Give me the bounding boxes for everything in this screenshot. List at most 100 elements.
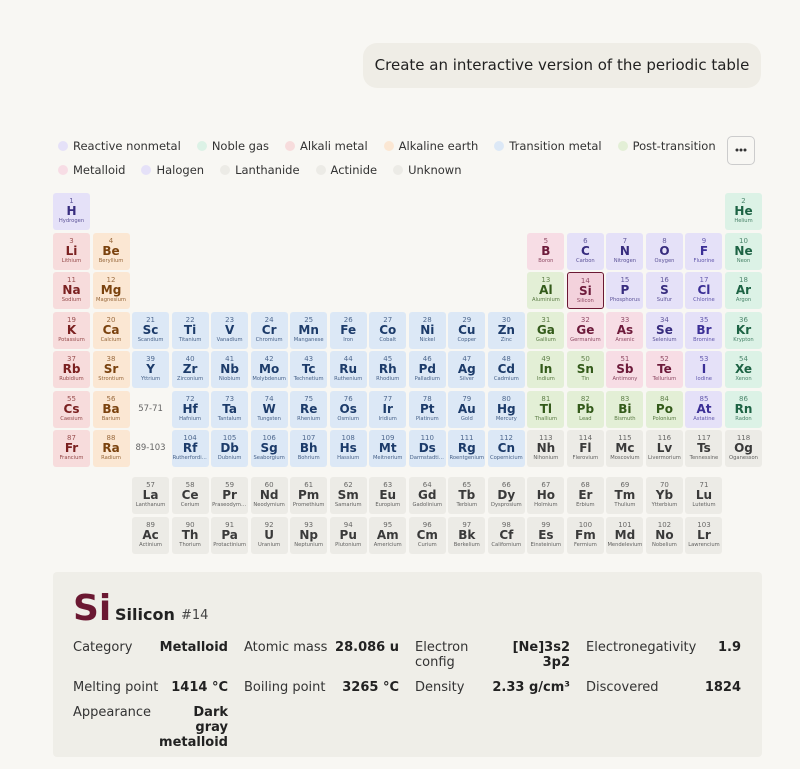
element-cell[interactable]: 103 Lr Lawrencium [685,517,723,554]
element-cell[interactable]: 26 Fe Iron [329,311,367,349]
element-cell[interactable]: 88 Ra Radium [92,430,130,467]
element-cell[interactable]: 56 Ba Barium [92,390,130,428]
element-cell[interactable]: 82 Pb Lead [566,390,604,428]
element-cell[interactable]: 6 C Carbon [566,232,604,270]
element-cell[interactable]: 67 Ho Holmium [527,477,565,514]
element-cell[interactable]: 7 N Nitrogen [606,232,644,270]
element-cell[interactable]: 49 In Indium [527,351,565,388]
element-cell[interactable]: 43 Tc Technetium [290,351,328,388]
legend-item[interactable]: Halogen [141,161,204,179]
element-cell[interactable]: 93 Np Neptunium [290,517,328,554]
element-cell[interactable]: 28 Ni Nickel [408,311,446,349]
legend-item[interactable]: Post-transition [617,137,716,155]
element-cell[interactable]: 65 Tb Terbium [448,477,486,514]
legend-item[interactable]: Actinide [315,161,377,179]
element-cell[interactable]: 89 Ac Actinium [132,517,170,554]
element-cell[interactable]: 36 Kr Krypton [725,311,762,349]
element-cell[interactable]: 87 Fr Francium [53,430,90,467]
element-cell[interactable]: 81 Tl Thallium [527,390,565,428]
element-cell[interactable]: 50 Sn Tin [566,351,604,388]
element-cell[interactable]: 33 As Arsenic [606,311,644,349]
element-cell[interactable]: 18 Ar Argon [725,272,762,309]
element-cell[interactable]: 14 Si Silicon [566,272,604,309]
element-cell[interactable]: 83 Bi Bismuth [606,390,644,428]
element-cell[interactable]: 30 Zn Zinc [487,311,525,349]
element-cell[interactable]: 16 S Sulfur [645,272,683,309]
element-cell[interactable]: 1 H Hydrogen [53,193,90,230]
element-cell[interactable]: 101 Md Mendelevium [606,517,644,554]
element-cell[interactable]: 45 Rh Rhodium [369,351,407,388]
element-cell[interactable]: 37 Rb Rubidium [53,351,90,388]
element-cell[interactable]: 97 Bk Berkelium [448,517,486,554]
element-cell[interactable]: 52 Te Tellurium [645,351,683,388]
element-cell[interactable]: 66 Dy Dysprosium [487,477,525,514]
element-cell[interactable]: 34 Se Selenium [645,311,683,349]
element-cell[interactable]: 25 Mn Manganese [290,311,328,349]
element-cell[interactable]: 15 P Phosphorus [606,272,644,309]
element-cell[interactable]: 94 Pu Plutonium [329,517,367,554]
element-cell[interactable]: 19 K Potassium [53,311,90,349]
legend-item[interactable]: Noble gas [196,137,269,155]
element-cell[interactable]: 113 Nh Nihonium [527,430,565,467]
element-cell[interactable]: 3 Li Lithium [53,232,90,270]
element-cell[interactable]: 107 Bh Bohrium [290,430,328,467]
element-cell[interactable]: 53 I Iodine [685,351,723,388]
element-cell[interactable]: 118 Og Oganesson [725,430,762,467]
element-cell[interactable]: 99 Es Einsteinium [527,517,565,554]
legend-item[interactable]: Unknown [393,161,461,179]
legend-item[interactable]: Metalloid [58,161,125,179]
element-cell[interactable]: 106 Sg Seaborgium [250,430,288,467]
legend-item[interactable]: Lanthanide [220,161,300,179]
element-cell[interactable]: 23 V Vanadium [211,311,249,349]
element-cell[interactable]: 27 Co Cobalt [369,311,407,349]
element-cell[interactable]: 55 Cs Caesium [53,390,90,428]
element-cell[interactable]: 62 Sm Samarium [329,477,367,514]
element-cell[interactable]: 40 Zr Zirconium [171,351,209,388]
element-cell[interactable]: 98 Cf Californium [487,517,525,554]
element-cell[interactable]: 54 Xe Xenon [725,351,762,388]
element-cell[interactable]: 84 Po Polonium [645,390,683,428]
element-cell[interactable]: 78 Pt Platinum [408,390,446,428]
element-cell[interactable]: 61 Pm Promethium [290,477,328,514]
element-cell[interactable]: 74 W Tungsten [250,390,288,428]
menu-button[interactable] [727,136,755,165]
element-cell[interactable]: 79 Au Gold [448,390,486,428]
element-cell[interactable]: 69 Tm Thulium [606,477,644,514]
element-cell[interactable]: 38 Sr Strontium [92,351,130,388]
legend-item[interactable]: Alkali metal [285,137,368,155]
element-cell[interactable]: 95 Am Americium [369,517,407,554]
element-cell[interactable]: 76 Os Osmium [329,390,367,428]
element-cell[interactable]: 59 Pr Praseodymium [211,477,249,514]
element-cell[interactable]: 9 F Fluorine [685,232,723,270]
element-cell[interactable]: 86 Rn Radon [725,390,762,428]
element-cell[interactable]: 104 Rf Rutherfordium [171,430,209,467]
element-cell[interactable]: 112 Cn Copernicium [487,430,525,467]
element-cell[interactable]: 44 Ru Ruthenium [329,351,367,388]
legend-item[interactable]: Reactive nonmetal [58,137,181,155]
element-cell[interactable]: 29 Cu Copper [448,311,486,349]
element-cell[interactable]: 32 Ge Germanium [566,311,604,349]
element-cell[interactable]: 77 Ir Iridium [369,390,407,428]
element-cell[interactable]: 90 Th Thorium [171,517,209,554]
element-cell[interactable]: 57 La Lanthanum [132,477,170,514]
element-cell[interactable]: 92 U Uranium [250,517,288,554]
element-cell[interactable]: 31 Ga Gallium [527,311,565,349]
element-cell[interactable]: 63 Eu Europium [369,477,407,514]
element-cell[interactable]: 20 Ca Calcium [92,311,130,349]
element-cell[interactable]: 110 Ds Darmstadtium [408,430,446,467]
element-cell[interactable]: 60 Nd Neodymium [250,477,288,514]
element-cell[interactable]: 51 Sb Antimony [606,351,644,388]
legend-item[interactable]: Alkaline earth [383,137,478,155]
element-cell[interactable]: 58 Ce Cerium [171,477,209,514]
element-cell[interactable]: 17 Cl Chlorine [685,272,723,309]
element-cell[interactable]: 117 Ts Tennessine [685,430,723,467]
element-cell[interactable]: 8 O Oxygen [645,232,683,270]
element-cell[interactable]: 24 Cr Chromium [250,311,288,349]
element-cell[interactable]: 116 Lv Livermorium [645,430,683,467]
element-cell[interactable]: 109 Mt Meitnerium [369,430,407,467]
element-cell[interactable]: 111 Rg Roentgenium [448,430,486,467]
element-cell[interactable]: 41 Nb Niobium [211,351,249,388]
element-cell[interactable]: 48 Cd Cadmium [487,351,525,388]
element-cell[interactable]: 12 Mg Magnesium [92,272,130,309]
element-cell[interactable]: 46 Pd Palladium [408,351,446,388]
